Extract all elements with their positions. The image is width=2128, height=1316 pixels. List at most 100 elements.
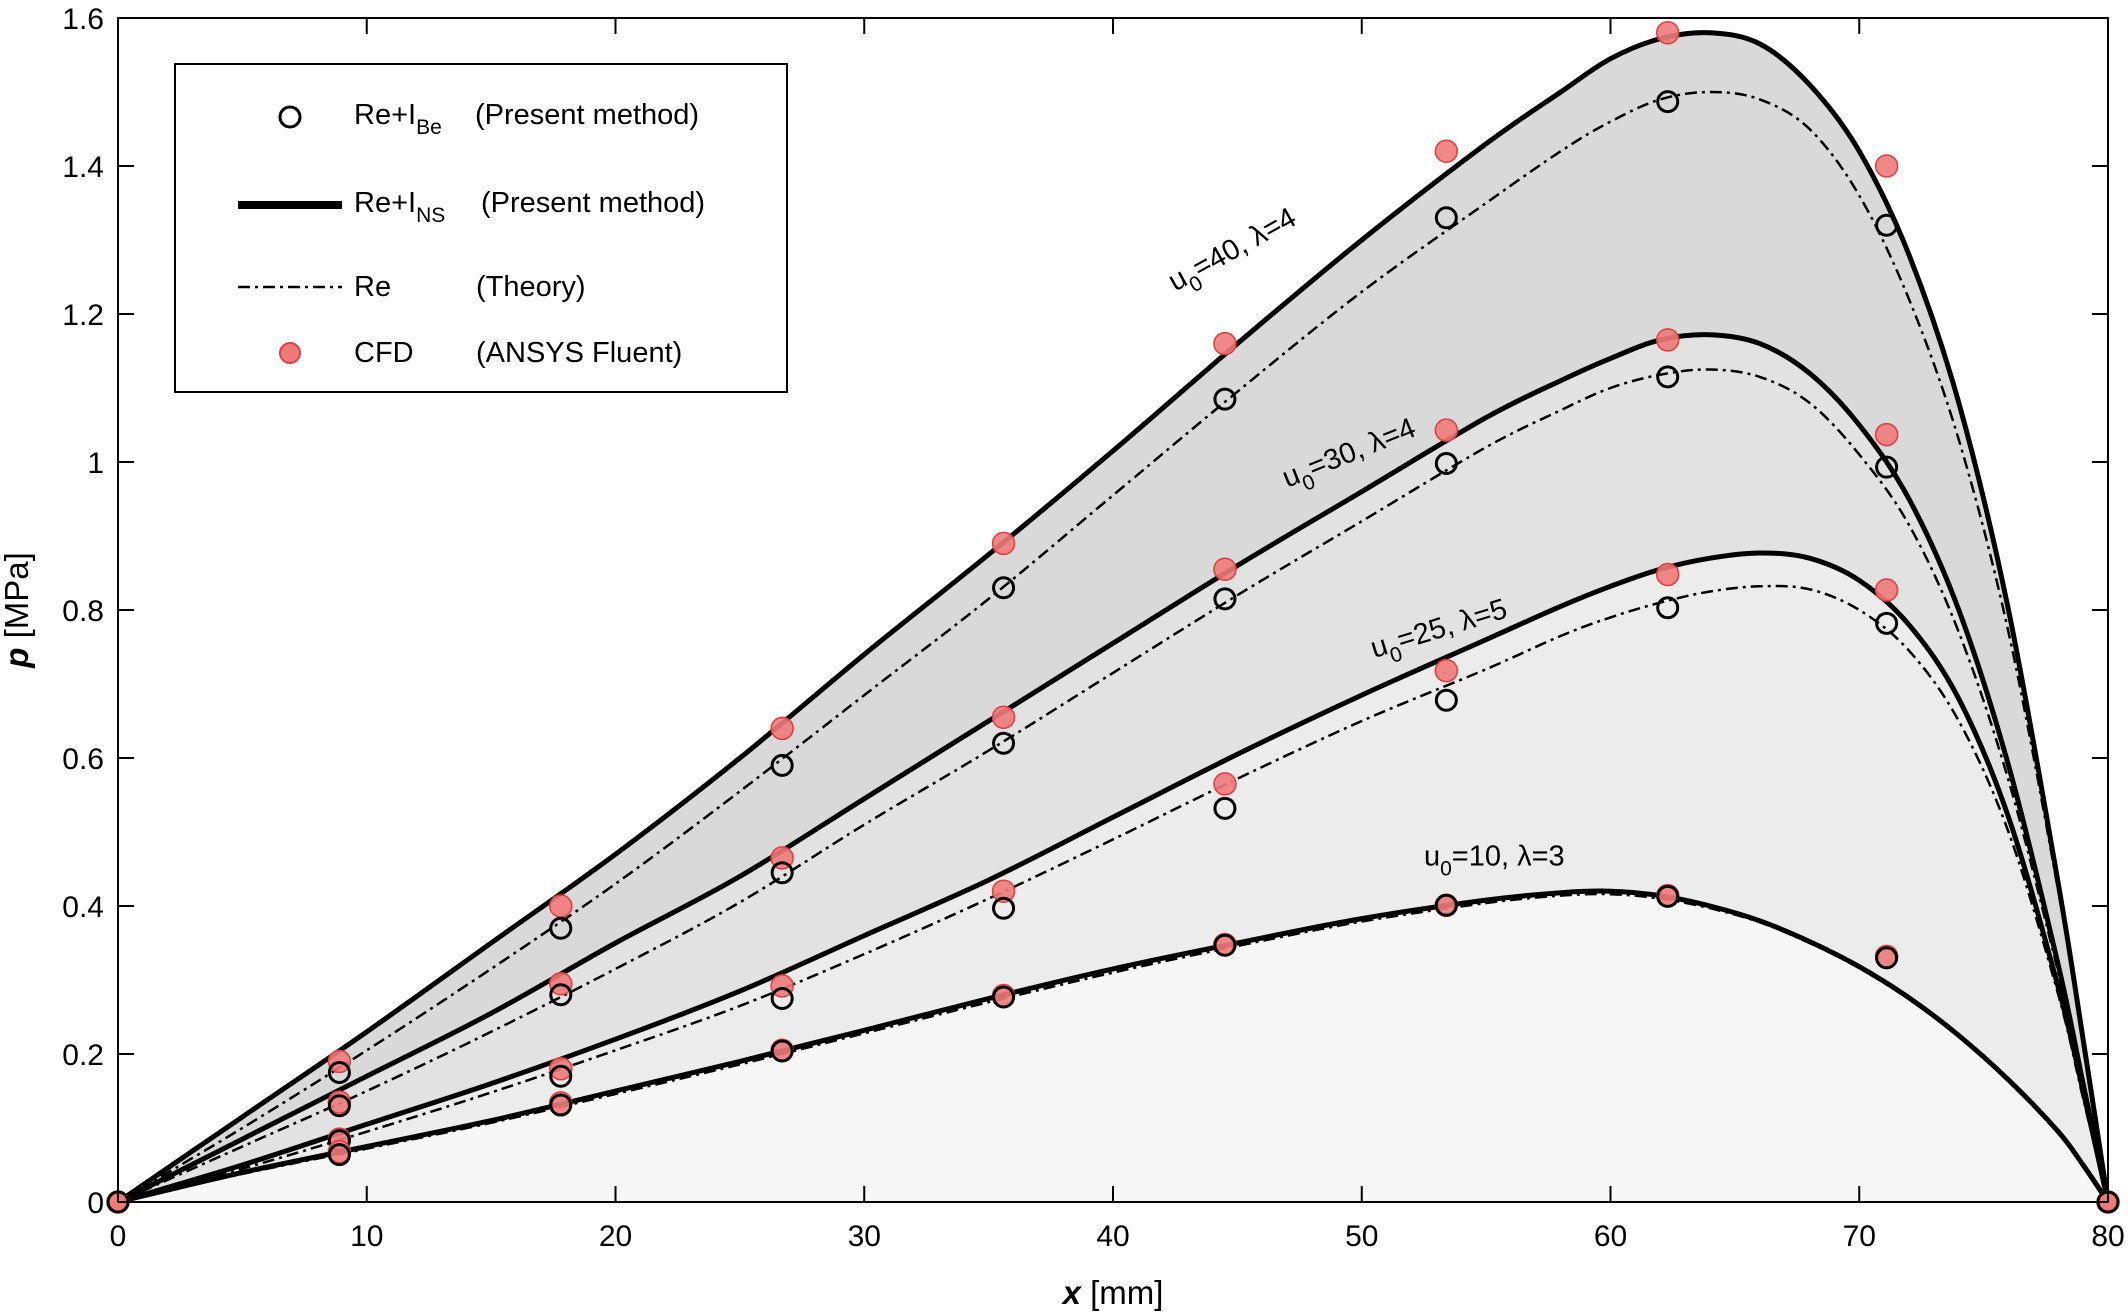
be-point-0-3 bbox=[992, 576, 1016, 600]
curve-label-0: u0=40, λ=4 bbox=[1163, 202, 1305, 305]
be-point-0-0 bbox=[327, 1061, 351, 1084]
x-axis-symbol: x bbox=[1061, 1274, 1083, 1311]
x-tick-label-2: 20 bbox=[599, 1220, 632, 1253]
cfd-point-2-5 bbox=[1434, 658, 1459, 683]
y-axis-label: p [MPa] bbox=[0, 552, 35, 669]
cfd-point-1-4 bbox=[1213, 557, 1237, 582]
cfd-point-0-7 bbox=[1874, 154, 1899, 178]
y-tick-label-1: 0.2 bbox=[62, 1039, 104, 1072]
re-theory-line-0 bbox=[117, 90, 2110, 1204]
be-point-0-4 bbox=[1213, 387, 1237, 411]
legend-entry-ns: Re+INS bbox=[354, 187, 445, 227]
x-tick-label-1: 10 bbox=[350, 1220, 383, 1253]
be-point-3-7 bbox=[1875, 946, 1899, 970]
legend-entry-cfd: CFD bbox=[354, 337, 414, 369]
cfd-point-2-7 bbox=[1874, 578, 1899, 602]
y-tick-label-8: 1.6 bbox=[62, 3, 104, 36]
y-tick-label-0: 0 bbox=[87, 1187, 104, 1220]
x-axis-unit: [mm] bbox=[1090, 1274, 1163, 1311]
be-point-3-3 bbox=[992, 985, 1016, 1009]
be-point-0-6 bbox=[1656, 90, 1680, 114]
axis-ticks bbox=[117, 17, 2109, 1203]
cfd-point-2-3 bbox=[991, 879, 1016, 903]
be-point-0-2 bbox=[770, 753, 794, 777]
x-tick-label-6: 60 bbox=[1594, 1220, 1627, 1253]
y-tick-label-2: 0.4 bbox=[62, 891, 104, 924]
be-point-2-6 bbox=[1656, 596, 1680, 620]
x-tick-label-4: 40 bbox=[1096, 1220, 1129, 1253]
y-tick-label-6: 1.2 bbox=[62, 299, 104, 332]
y-tick-label-3: 0.6 bbox=[62, 743, 104, 776]
y-axis-symbol: p bbox=[0, 648, 35, 669]
x-tick-label-0: 0 bbox=[110, 1220, 127, 1253]
be-point-1-7 bbox=[1875, 455, 1899, 479]
be-point-1-1 bbox=[549, 983, 573, 1007]
cfd-point-1-7 bbox=[1874, 422, 1899, 447]
cfd-point-2-1 bbox=[549, 1057, 573, 1081]
be-point-2-4 bbox=[1213, 796, 1237, 820]
y-tick-label-4: 0.8 bbox=[62, 595, 104, 628]
be-point-3-5 bbox=[1434, 893, 1458, 917]
be-point-1-4 bbox=[1213, 587, 1237, 611]
y-tick-label-5: 1 bbox=[87, 447, 104, 480]
be-point-0-5 bbox=[1434, 206, 1458, 230]
legend-box bbox=[174, 63, 788, 393]
band-fills bbox=[118, 32, 2108, 1202]
be-point-3-0 bbox=[327, 1143, 351, 1167]
y-tick-label-7: 1.4 bbox=[62, 151, 104, 184]
ns-present-line-1 bbox=[116, 332, 2111, 1205]
be-point-1-2 bbox=[770, 861, 794, 885]
be-point-1-3 bbox=[992, 731, 1016, 755]
legend-marker-cfd bbox=[279, 342, 301, 364]
cfd-point-0-4 bbox=[1213, 331, 1237, 356]
legend-desc-be: (Present method) bbox=[475, 99, 699, 131]
ns-present-line-2 bbox=[117, 550, 2111, 1205]
be-point-2-2 bbox=[770, 987, 794, 1010]
cfd-point-2-4 bbox=[1213, 772, 1237, 796]
x-tick-label-7: 70 bbox=[1843, 1220, 1876, 1253]
cfd-point-0-5 bbox=[1434, 139, 1459, 163]
axis-tick-labels: 0 10 20 30 40 50 60 70 80 0 0.2 0.4 0.6 0.8 1 1.2 1.4 1.6 bbox=[62, 3, 2124, 1253]
band-fill-3 bbox=[118, 891, 2108, 1202]
series-curves bbox=[116, 30, 2111, 1205]
x-tick-label-3: 30 bbox=[848, 1220, 881, 1253]
be-point-2-1 bbox=[549, 1064, 573, 1088]
be-point-2-3 bbox=[992, 896, 1016, 920]
cfd-point-0-3 bbox=[991, 531, 1016, 556]
be-point-3-2 bbox=[770, 1039, 794, 1063]
be-point-1-5 bbox=[1434, 451, 1458, 475]
cfd-point-1-6 bbox=[1655, 328, 1680, 352]
cfd-point-1-5 bbox=[1434, 418, 1459, 442]
curve-label-3: u0=10, λ=3 bbox=[1424, 840, 1565, 880]
cfd-point-2-6 bbox=[1655, 562, 1680, 587]
y-axis-unit: [MPa] bbox=[0, 552, 35, 638]
cfd-point-1-3 bbox=[991, 705, 1016, 730]
cfd-point-0-6 bbox=[1655, 21, 1680, 45]
x-tick-label-5: 50 bbox=[1345, 1220, 1378, 1253]
be-point-3-6 bbox=[1656, 884, 1680, 908]
be-point-0-7 bbox=[1875, 213, 1899, 237]
cfd-point-0-2 bbox=[770, 716, 794, 741]
be-point-3-4 bbox=[1213, 933, 1237, 957]
legend-desc-re: (Theory) bbox=[476, 271, 586, 303]
legend-marker-open-circle bbox=[278, 105, 302, 129]
be-point-2-7 bbox=[1875, 611, 1899, 635]
be-point-3-1 bbox=[549, 1093, 573, 1117]
ns-present-line-3 bbox=[117, 888, 2111, 1205]
legend-entry-be: Re+IBe bbox=[354, 99, 442, 139]
be-point-0-1 bbox=[549, 916, 573, 940]
cfd-point-0-1 bbox=[549, 894, 573, 918]
legend: Re+IBe (Present method) Re+INS (Present … bbox=[174, 63, 788, 393]
ns-present-line-0 bbox=[116, 30, 2111, 1205]
x-tick-label-8: 80 bbox=[2091, 1220, 2124, 1253]
x-axis-label: x [mm] bbox=[1061, 1274, 1164, 1311]
legend-desc-cfd: (ANSYS Fluent) bbox=[476, 337, 682, 369]
be-point-2-5 bbox=[1434, 688, 1458, 712]
legend-desc-ns: (Present method) bbox=[481, 187, 705, 219]
be-point-1-6 bbox=[1656, 365, 1680, 389]
re-theory-line-2 bbox=[117, 584, 2110, 1204]
series-markers bbox=[106, 21, 2120, 1214]
re-theory-line-1 bbox=[117, 368, 2110, 1204]
be-point-1-0 bbox=[327, 1094, 351, 1118]
